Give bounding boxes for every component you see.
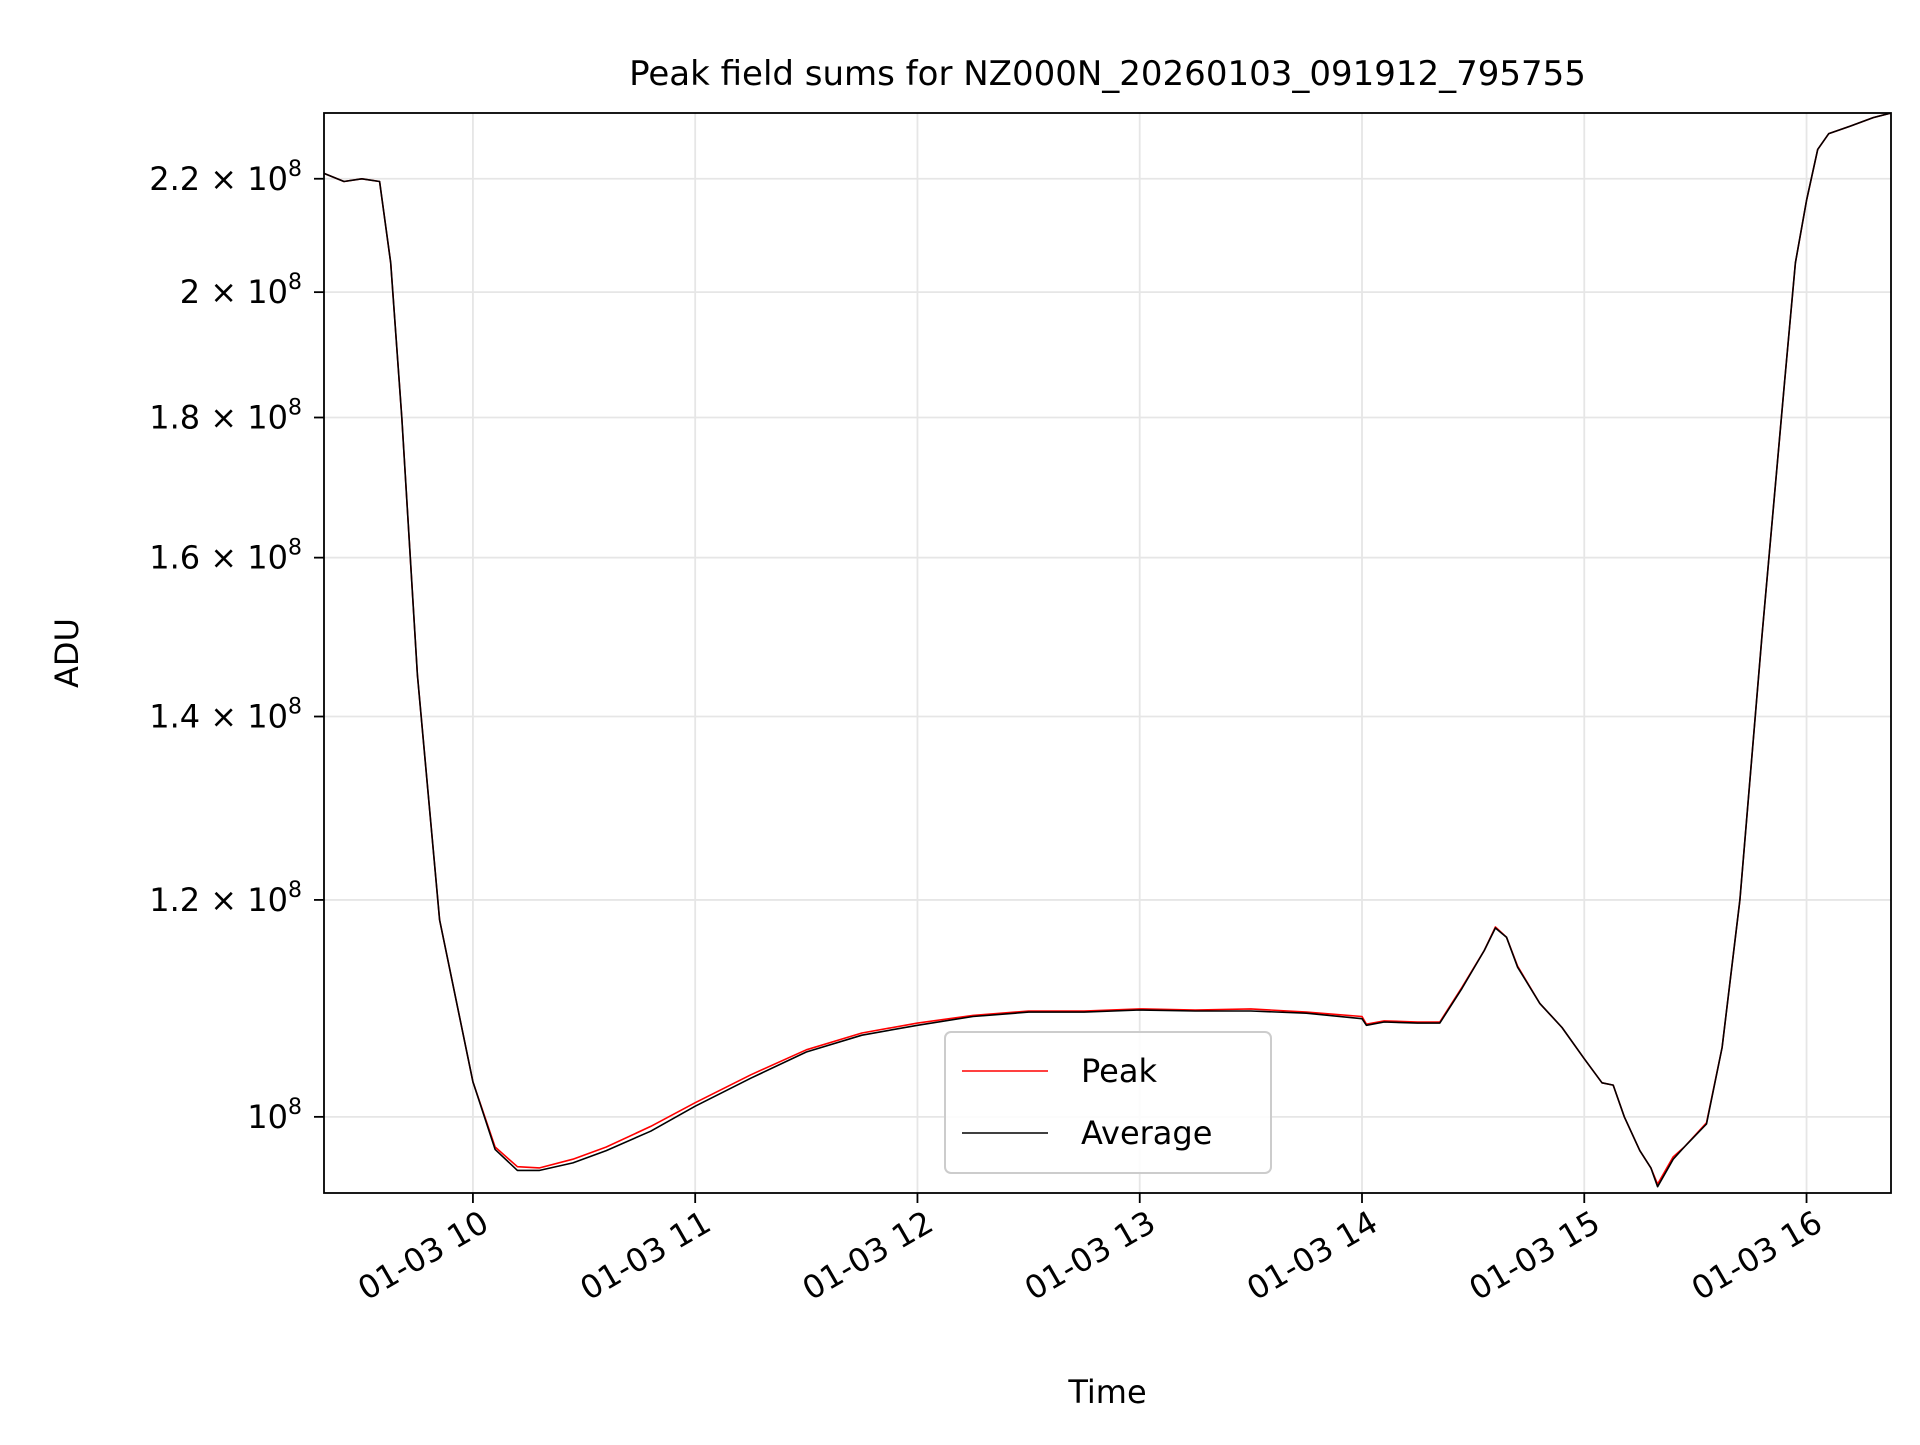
y-tick-label: 108: [247, 1095, 302, 1136]
legend-box: [944, 1031, 1272, 1174]
y-tick-label: 2 × 108: [180, 270, 302, 311]
y-tick-label: 1.2 × 108: [149, 878, 302, 919]
series-line-average: [324, 113, 1891, 1188]
chart-title: Peak field sums for NZ000N_20260103_0919…: [629, 54, 1586, 94]
plot-area-frame: [323, 112, 1892, 1194]
legend-label-average: Average: [1081, 1114, 1212, 1152]
y-tick-label: 1.6 × 108: [149, 536, 302, 577]
y-tick-label: 1.8 × 108: [149, 396, 302, 437]
x-axis-label: Time: [1067, 1373, 1146, 1411]
grid-lines: [324, 113, 1891, 1193]
y-tick-label: 2.2 × 108: [149, 157, 302, 198]
y-tick-label: 1.4 × 108: [149, 695, 302, 736]
legend: Peak Average: [944, 1031, 1272, 1174]
legend-label-peak: Peak: [1081, 1052, 1157, 1090]
y-axis-label: ADU: [48, 618, 86, 688]
series-lines: [324, 113, 1891, 1188]
